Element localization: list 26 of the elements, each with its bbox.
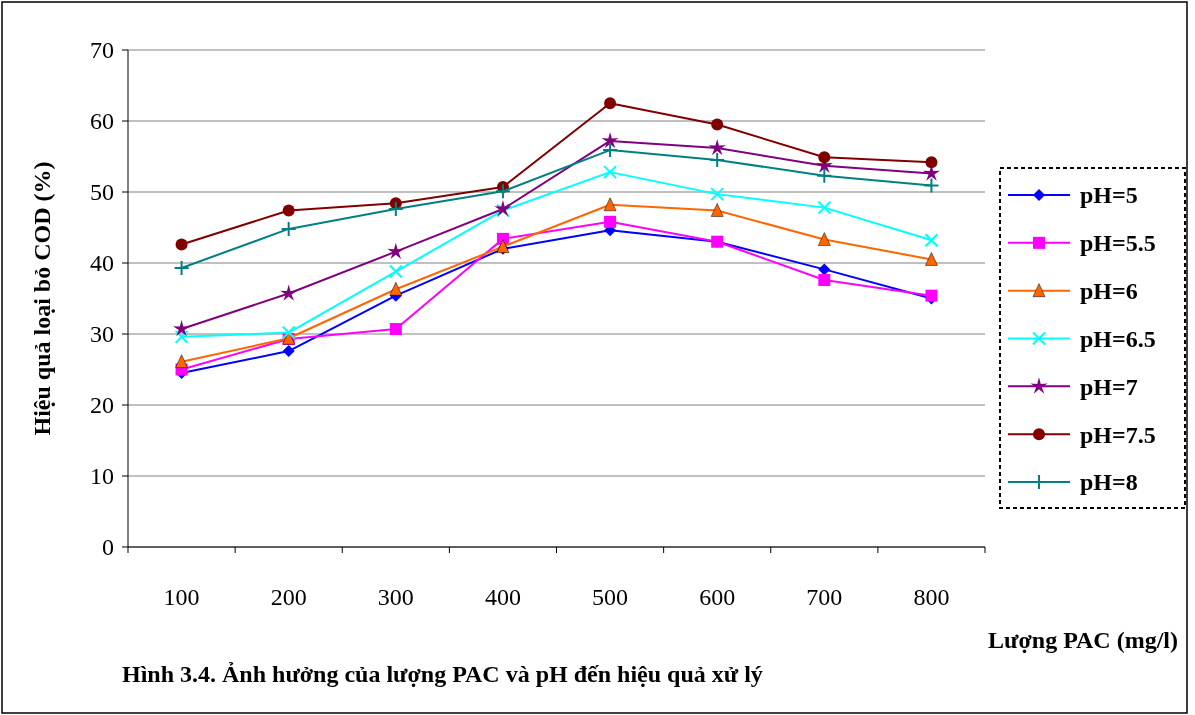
y-tick-label: 20 [90,392,114,419]
x-tick-label: 700 [806,584,843,610]
x-tick-label: 100 [163,584,200,610]
legend-label: pH=5 [1080,182,1138,209]
x-tick-label: 800 [913,584,950,610]
x-axis-title: Lượng PAC (mg/l) [988,627,1178,653]
text: Hình 3.4. Ảnh hưởng của lượng PAC và pH đến hiệu quả xử lý [122,661,763,687]
legend-label: pH=6 [1080,278,1138,305]
legend-label: pH=5.5 [1080,230,1156,257]
x-tick-label: 600 [699,584,736,610]
legend-label: pH=7 [1080,373,1138,400]
x-tick-label: 300 [377,584,414,610]
legend-label: pH=8 [1080,469,1138,496]
x-tick-label: 500 [592,584,629,610]
y-tick-label: 60 [90,108,114,135]
y-tick-label: 10 [90,463,114,490]
x-tick-label: 400 [484,584,521,610]
x-tick-label: 200 [270,584,307,610]
legend-label: pH=7.5 [1080,421,1156,448]
y-tick-label: 30 [90,321,114,348]
y-axis-title: Hiệu quả loại bỏ COD (%) [29,161,55,436]
y-tick-label: 70 [90,37,114,64]
y-tick-label: 40 [90,250,114,277]
legend-label: pH=6.5 [1080,325,1156,352]
y-tick-label: 50 [90,179,114,206]
y-tick-label: 0 [102,534,114,561]
